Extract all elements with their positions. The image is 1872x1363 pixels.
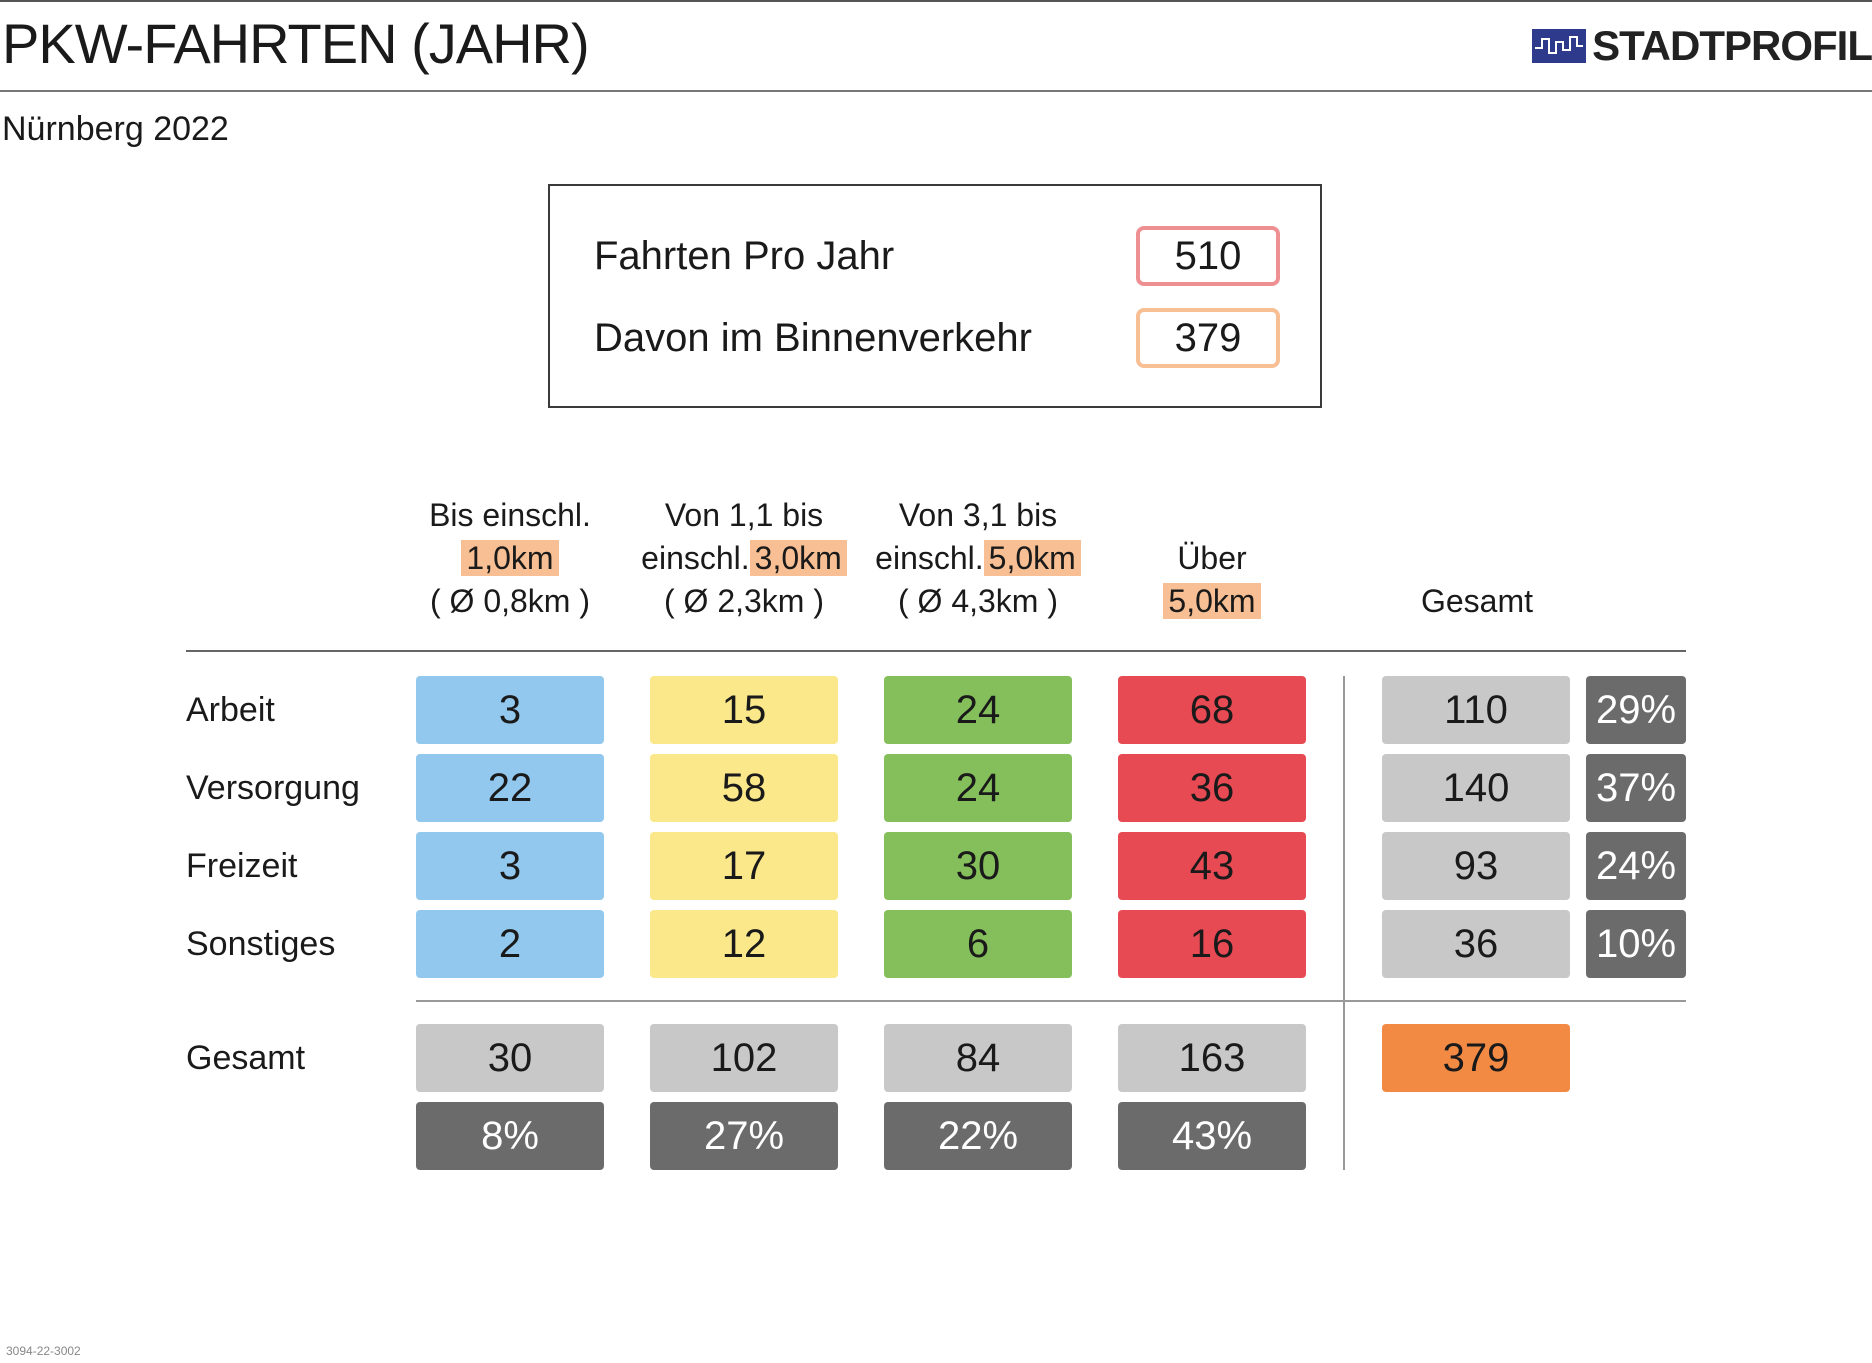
data-cell: 30	[884, 832, 1072, 900]
column-share-cell: 22%	[884, 1102, 1072, 1170]
column-header-prefix: einschl.	[875, 540, 984, 576]
column-header-line1: Von 1,1 bis	[664, 497, 824, 533]
column-header-line1: Bis einschl.	[429, 497, 591, 533]
column-share-cell: 27%	[650, 1102, 838, 1170]
row-share-cell: 37%	[1586, 754, 1686, 822]
data-cell: 16	[1118, 910, 1306, 978]
distance-highlight: 5,0km	[1163, 583, 1261, 619]
subtitle: Nürnberg 2022	[2, 110, 229, 148]
column-header: Von 3,1 bis einschl. 5,0km( Ø 4,3km )	[854, 494, 1102, 623]
data-cell: 24	[884, 676, 1072, 744]
data-cell: 43	[1118, 832, 1306, 900]
column-header-prefix: einschl.	[641, 540, 750, 576]
row-share-cell: 29%	[1586, 676, 1686, 744]
logo: STADTPROFIL	[1532, 22, 1872, 69]
row-share-cell: 24%	[1586, 832, 1686, 900]
data-cell: 22	[416, 754, 604, 822]
total-row-label: Gesamt	[186, 1039, 306, 1077]
column-share-cell: 43%	[1118, 1102, 1306, 1170]
total-rule	[416, 1000, 1686, 1002]
data-cell: 12	[650, 910, 838, 978]
distance-highlight: 5,0km	[983, 540, 1081, 576]
data-cell: 15	[650, 676, 838, 744]
data-cell: 17	[650, 832, 838, 900]
data-cell: 58	[650, 754, 838, 822]
row-label: Versorgung	[186, 769, 360, 807]
logo-text: STADTPROFIL	[1592, 22, 1872, 69]
column-header-prefix: Über	[1177, 540, 1247, 576]
column-header-line3: 5,0km	[1088, 580, 1336, 623]
trips-per-year-label: Fahrten Pro Jahr	[594, 234, 895, 278]
distance-highlight: 1,0km	[461, 540, 559, 576]
top-border	[0, 0, 1872, 2]
column-header-line2: Über	[1088, 537, 1336, 580]
column-header-line2: einschl. 5,0km	[854, 537, 1102, 580]
data-cell: 6	[884, 910, 1072, 978]
column-header-line3: ( Ø 4,3km )	[897, 583, 1058, 619]
summary-box: Fahrten Pro Jahr 510 Davon im Binnenverk…	[548, 184, 1322, 408]
column-total-cell: 84	[884, 1024, 1072, 1092]
page-title: PKW-FAHRTEN (JAHR)	[2, 12, 590, 75]
column-header-line3: ( Ø 0,8km )	[429, 583, 590, 619]
footnote: 3094-22-3002	[6, 1344, 81, 1358]
inner-traffic-value: 379	[1136, 308, 1280, 368]
data-cell: 3	[416, 832, 604, 900]
row-total-cell: 110	[1382, 676, 1570, 744]
header-divider	[0, 90, 1872, 92]
column-total-cell: 102	[650, 1024, 838, 1092]
total-divider	[1343, 676, 1345, 1170]
column-header: Über 5,0km	[1088, 494, 1336, 623]
row-label: Arbeit	[186, 691, 275, 729]
column-header-line1	[1088, 494, 1336, 537]
inner-traffic-label: Davon im Binnenverkehr	[594, 316, 1032, 360]
row-total-cell: 36	[1382, 910, 1570, 978]
column-header-line3: ( Ø 2,3km )	[663, 583, 824, 619]
column-header-line2: 1,0km	[386, 537, 634, 580]
city-skyline-icon	[1532, 29, 1587, 63]
trips-per-year-value: 510	[1136, 226, 1280, 286]
total-column-header: Gesamt	[1420, 583, 1534, 619]
column-header: Bis einschl. 1,0km ( Ø 0,8km )	[386, 494, 634, 623]
data-cell: 24	[884, 754, 1072, 822]
row-share-cell: 10%	[1586, 910, 1686, 978]
row-label: Freizeit	[186, 847, 298, 885]
column-header-line1: Von 3,1 bis	[898, 497, 1058, 533]
column-total-cell: 30	[416, 1024, 604, 1092]
data-cell: 2	[416, 910, 604, 978]
distance-highlight: 3,0km	[749, 540, 847, 576]
column-header-line2: einschl. 3,0km	[620, 537, 868, 580]
row-total-cell: 140	[1382, 754, 1570, 822]
column-header: Von 1,1 bis einschl. 3,0km( Ø 2,3km )	[620, 494, 868, 623]
column-share-cell: 8%	[416, 1102, 604, 1170]
data-cell: 68	[1118, 676, 1306, 744]
data-cell: 36	[1118, 754, 1306, 822]
row-label: Sonstiges	[186, 925, 336, 963]
data-cell: 3	[416, 676, 604, 744]
header-rule	[186, 650, 1686, 652]
column-total-cell: 163	[1118, 1024, 1306, 1092]
grand-total-cell: 379	[1382, 1024, 1570, 1092]
row-total-cell: 93	[1382, 832, 1570, 900]
